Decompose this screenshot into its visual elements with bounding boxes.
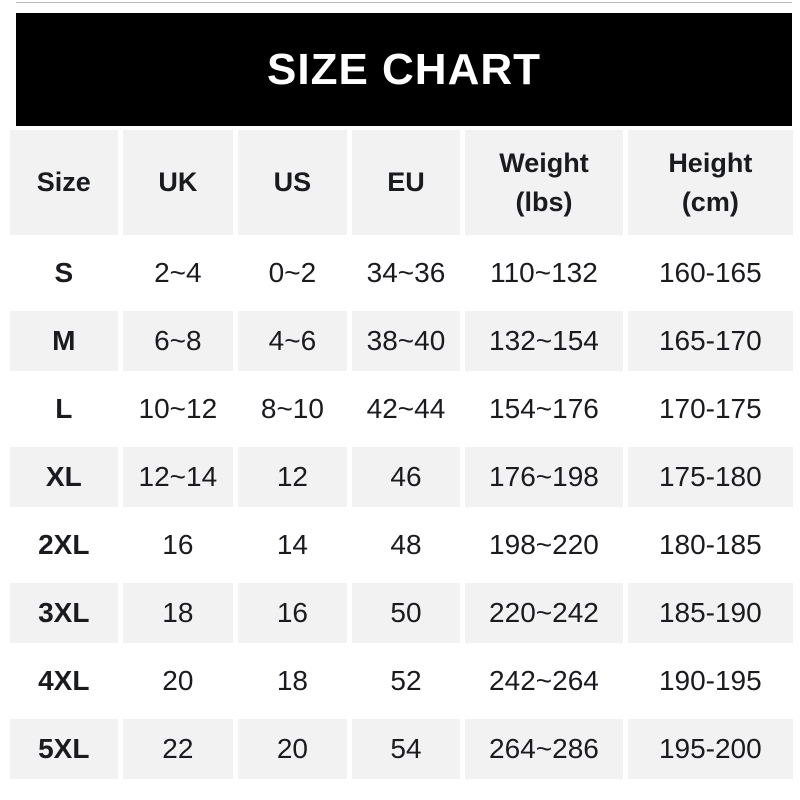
table-cell: 18 xyxy=(122,583,234,643)
table-cell: 22 xyxy=(122,719,234,779)
size-label: M xyxy=(10,311,118,371)
size-label: L xyxy=(10,379,118,439)
table-cell: 18 xyxy=(238,651,347,711)
table-cell: 20 xyxy=(238,719,347,779)
table-cell: 170-175 xyxy=(627,379,793,439)
column-header-eu: EU xyxy=(351,130,461,235)
table-cell: 185-190 xyxy=(627,583,793,643)
table-cell: 165-170 xyxy=(627,311,793,371)
table-cell: 195-200 xyxy=(627,719,793,779)
size-label: 5XL xyxy=(10,719,118,779)
table-row-4xl: 4XL 20 18 52 242~264 190-195 xyxy=(10,651,793,711)
table-cell: 6~8 xyxy=(122,311,234,371)
table-cell: 110~132 xyxy=(465,243,623,303)
column-header-label: US xyxy=(273,167,312,198)
table-cell: 50 xyxy=(351,583,461,643)
table-cell: 38~40 xyxy=(351,311,461,371)
table-cell: 190-195 xyxy=(627,651,793,711)
size-label: 2XL xyxy=(10,515,118,575)
table-cell: 54 xyxy=(351,719,461,779)
column-header-us: US xyxy=(238,130,347,235)
column-header-unit: (lbs) xyxy=(515,186,573,217)
size-label: S xyxy=(10,243,118,303)
table-cell: 242~264 xyxy=(465,651,623,711)
size-label: XL xyxy=(10,447,118,507)
column-header-label: EU xyxy=(387,167,425,198)
table-cell: 154~176 xyxy=(465,379,623,439)
column-header-uk: UK xyxy=(122,130,234,235)
table-cell: 180-185 xyxy=(627,515,793,575)
column-header-unit: (cm) xyxy=(681,186,739,217)
column-header-label: Height xyxy=(668,148,753,179)
column-header-label: Size xyxy=(36,167,91,198)
column-header-label: UK xyxy=(158,167,198,198)
table-cell: 16 xyxy=(122,515,234,575)
table-cell: 48 xyxy=(351,515,461,575)
table-cell: 8~10 xyxy=(238,379,347,439)
table-row-xl: XL 12~14 12 46 176~198 175-180 xyxy=(10,447,793,507)
table-cell: 160-165 xyxy=(627,243,793,303)
table-cell: 176~198 xyxy=(465,447,623,507)
size-chart-banner: SIZE CHART xyxy=(16,13,792,126)
table-cell: 175-180 xyxy=(627,447,793,507)
table-cell: 12 xyxy=(238,447,347,507)
table-cell: 12~14 xyxy=(122,447,234,507)
table-header-row: Size UK US EU Weight (lbs) Height (cm) xyxy=(10,130,793,235)
table-cell: 264~286 xyxy=(465,719,623,779)
table-cell: 16 xyxy=(238,583,347,643)
table-row-2xl: 2XL 16 14 48 198~220 180-185 xyxy=(10,515,793,575)
table-body: S 2~4 0~2 34~36 110~132 160-165 M 6~8 4~6 38~40 13… xyxy=(10,243,793,779)
size-label: 4XL xyxy=(10,651,118,711)
table-cell: 46 xyxy=(351,447,461,507)
table-cell: 132~154 xyxy=(465,311,623,371)
table-row-m: M 6~8 4~6 38~40 132~154 165-170 xyxy=(10,311,793,371)
top-divider-line xyxy=(16,2,792,3)
table-row-5xl: 5XL 22 20 54 264~286 195-200 xyxy=(10,719,793,779)
size-chart-table: Size UK US EU Weight (lbs) Height (cm) S 2~4 0~2 3… xyxy=(10,130,793,787)
column-header-weight: Weight (lbs) xyxy=(465,130,623,235)
table-cell: 220~242 xyxy=(465,583,623,643)
column-header-height: Height (cm) xyxy=(627,130,793,235)
banner-title: SIZE CHART xyxy=(267,44,541,94)
table-cell: 10~12 xyxy=(122,379,234,439)
table-row-s: S 2~4 0~2 34~36 110~132 160-165 xyxy=(10,243,793,303)
column-header-size: Size xyxy=(10,130,118,235)
table-cell: 4~6 xyxy=(238,311,347,371)
table-cell: 198~220 xyxy=(465,515,623,575)
column-header-label: Weight xyxy=(499,148,589,179)
table-cell: 14 xyxy=(238,515,347,575)
table-cell: 2~4 xyxy=(122,243,234,303)
table-cell: 0~2 xyxy=(238,243,347,303)
table-cell: 34~36 xyxy=(351,243,461,303)
size-label: 3XL xyxy=(10,583,118,643)
table-cell: 42~44 xyxy=(351,379,461,439)
table-cell: 52 xyxy=(351,651,461,711)
table-row-l: L 10~12 8~10 42~44 154~176 170-175 xyxy=(10,379,793,439)
table-row-3xl: 3XL 18 16 50 220~242 185-190 xyxy=(10,583,793,643)
table-cell: 20 xyxy=(122,651,234,711)
